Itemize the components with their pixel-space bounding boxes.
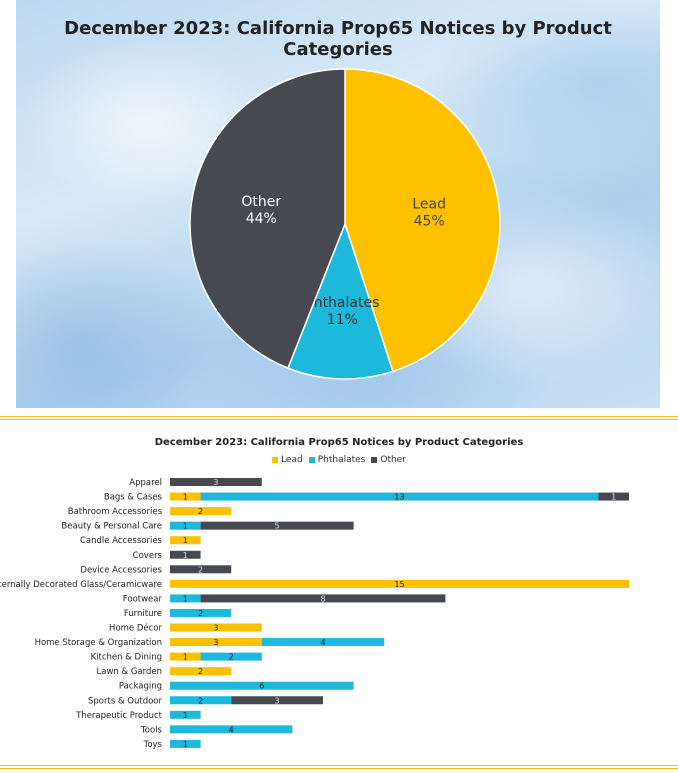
category-label-externally-decorated-glass-ceramicware: Externally Decorated Glass/Ceramicware (0, 580, 162, 590)
category-label-covers: Covers (133, 551, 163, 561)
category-label-bathroom-accessories: Bathroom Accessories (68, 507, 163, 517)
bar-segment-candle-accessories-lead (170, 536, 201, 545)
category-label-furniture: Furniture (124, 609, 162, 619)
data-label-kitchen-dining-lead: 1 (183, 653, 188, 662)
bar-segment-kitchen-dining-phthalates (200, 652, 262, 661)
bar-segment-footwear-phthalates (170, 594, 201, 603)
bar-segment-home-storage-organization-phthalates (261, 638, 385, 647)
bar-segment-sports-outdoor-phthalates (170, 696, 232, 705)
divider-bottom (0, 765, 678, 766)
pie-chart-title: December 2023: California Prop65 Notices… (64, 18, 612, 60)
data-label-covers-other: 1 (183, 551, 188, 560)
data-label-beauty-personal-care-other: 5 (275, 522, 280, 531)
category-label-toys: Toys (143, 740, 163, 750)
bar-chart-title: December 2023: California Prop65 Notices… (154, 437, 524, 448)
data-label-furniture-phthalates: 2 (198, 609, 203, 618)
category-label-home-d-cor: Home Décor (109, 623, 162, 634)
legend-label-other: Other (380, 455, 406, 465)
category-label-tools: Tools (140, 725, 163, 735)
bar-segment-beauty-personal-care-phthalates (170, 521, 201, 530)
data-label-tools-phthalates: 4 (229, 725, 234, 734)
bar-segment-furniture-phthalates (170, 608, 232, 617)
data-label-beauty-personal-care-phthalates: 1 (183, 522, 188, 531)
legend-label-lead: Lead (281, 455, 303, 465)
legend-swatch-other (371, 456, 378, 463)
category-label-lawn-garden: Lawn & Garden (97, 667, 162, 677)
bar-chart-legend: Lead Phthalates Other (0, 455, 678, 465)
pie-label-lead-percent: 45% (414, 214, 445, 230)
data-label-therapeutic-product-phthalates: 1 (183, 711, 188, 720)
bar-segment-beauty-personal-care-other (200, 521, 354, 530)
bar-segment-therapeutic-product-phthalates (170, 710, 201, 719)
bar-segment-footwear-other (200, 594, 446, 603)
data-label-sports-outdoor-phthalates: 2 (198, 696, 203, 705)
category-label-home-storage-organization: Home Storage & Organization (35, 638, 162, 648)
pie-slice-phthalates (286, 221, 394, 380)
data-label-lawn-garden-lead: 2 (198, 667, 203, 676)
category-label-device-accessories: Device Accessories (80, 565, 162, 575)
category-label-sports-outdoor: Sports & Outdoor (88, 696, 162, 706)
data-label-home-storage-organization-phthalates: 4 (320, 638, 325, 647)
divider-bottom-inner (0, 768, 678, 769)
data-label-externally-decorated-glass-ceramicware-lead: 15 (394, 580, 404, 589)
legend-swatch-lead (272, 456, 279, 463)
pie-label-other-name: Other (241, 194, 281, 210)
data-label-footwear-other: 8 (320, 594, 325, 603)
divider-top (0, 416, 678, 417)
category-label-packaging: Packaging (119, 682, 162, 692)
bar-segment-bags-cases-lead (170, 492, 201, 501)
pie-slice-other (189, 68, 346, 370)
bar-segment-packaging-phthalates (170, 681, 354, 690)
data-label-device-accessories-other: 2 (198, 565, 203, 574)
category-label-footwear: Footwear (123, 594, 163, 604)
category-label-apparel: Apparel (129, 478, 162, 488)
bar-segment-home-d-cor-lead (170, 623, 262, 632)
bar-segment-bathroom-accessories-lead (170, 507, 232, 516)
data-label-sports-outdoor-other: 3 (275, 696, 280, 705)
pie-label-other-percent: 44% (246, 211, 277, 227)
bar-segment-apparel-other (170, 478, 262, 486)
bar-segment-tools-phthalates (170, 725, 293, 734)
pie-chart-panel: December 2023: California Prop65 Notices… (16, 0, 660, 408)
legend-item-phthalates: Phthalates (308, 455, 366, 465)
data-label-bags-cases-other: 1 (611, 493, 616, 502)
bar-segment-kitchen-dining-lead (170, 652, 201, 661)
bar-segment-device-accessories-other (170, 565, 232, 574)
category-label-therapeutic-product: Therapeutic Product (75, 711, 163, 721)
bar-segment-toys-phthalates (170, 739, 201, 748)
data-label-home-d-cor-lead: 3 (213, 624, 218, 633)
bar-segment-covers-other (170, 550, 201, 559)
pie-label-phthalates-percent: 11% (327, 312, 358, 328)
data-label-kitchen-dining-phthalates: 2 (229, 653, 234, 662)
category-label-kitchen-dining: Kitchen & Dining (91, 653, 162, 663)
data-label-packaging-phthalates: 6 (259, 682, 264, 691)
data-label-home-storage-organization-lead: 3 (213, 638, 218, 647)
category-label-candle-accessories: Candle Accessories (80, 536, 163, 546)
pie-label-phthalates-name: Phthalates (305, 295, 379, 311)
bar-segment-lawn-garden-lead (170, 667, 232, 676)
legend-label-phthalates: Phthalates (317, 455, 366, 465)
data-label-toys-phthalates: 1 (183, 740, 188, 749)
legend-item-lead: Lead (272, 455, 303, 465)
legend-item-other: Other (371, 455, 406, 465)
bar-segment-bags-cases-phthalates (200, 492, 599, 501)
pie-label-lead-name: Lead (412, 197, 446, 213)
data-label-apparel-other: 3 (213, 478, 218, 487)
category-label-bags-cases: Bags & Cases (104, 493, 163, 503)
divider-top-inner (0, 419, 678, 420)
data-label-bags-cases-phthalates: 13 (394, 493, 404, 502)
category-label-beauty-personal-care: Beauty & Personal Care (61, 522, 162, 532)
data-label-bathroom-accessories-lead: 2 (198, 507, 203, 516)
pie-slice-lead (344, 68, 501, 373)
bar-segment-home-storage-organization-lead (170, 638, 262, 647)
bar-segment-externally-decorated-glass-ceramicware-lead (170, 579, 629, 588)
data-label-candle-accessories-lead: 1 (183, 536, 188, 545)
bar-segment-bags-cases-other (598, 492, 629, 501)
data-label-bags-cases-lead: 1 (183, 493, 188, 502)
data-label-footwear-phthalates: 1 (183, 594, 188, 603)
bar-segment-sports-outdoor-other (231, 696, 323, 705)
legend-swatch-phthalates (308, 456, 315, 463)
